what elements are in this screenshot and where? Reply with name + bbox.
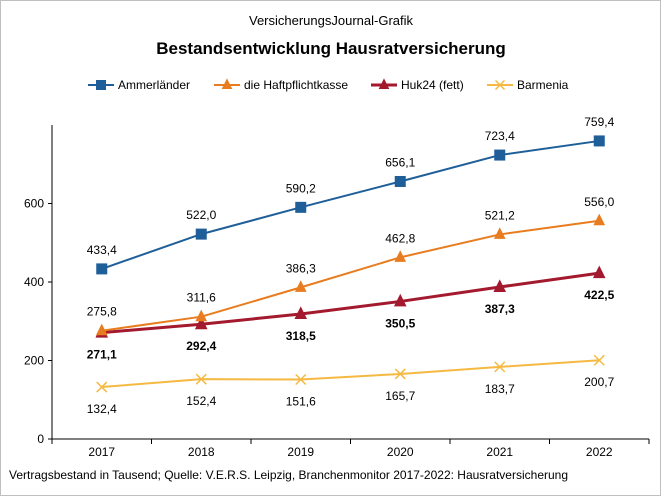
data-point	[593, 213, 606, 226]
data-label: 350,5	[385, 316, 415, 330]
data-label: 132,4	[87, 402, 117, 416]
data-label: 318,5	[286, 329, 316, 343]
series-die-haftpflichtkasse	[95, 213, 606, 336]
data-label: 422,5	[584, 288, 614, 302]
data-point	[592, 265, 606, 279]
legend-marker	[378, 78, 390, 89]
data-label: 556,0	[584, 195, 614, 209]
legend-item: die Haftpflichtkasse	[214, 78, 348, 92]
data-point	[394, 368, 406, 380]
data-label: 152,4	[186, 394, 216, 408]
y-tick-label: 200	[24, 354, 44, 368]
axes: 0 200 400 600 2017 2018 2019 2020 2021 2022	[24, 125, 650, 459]
data-point	[493, 227, 506, 239]
data-label: 275,8	[87, 305, 117, 319]
data-label: 522,0	[186, 208, 216, 222]
data-point	[493, 279, 507, 292]
data-label: 271,1	[87, 348, 117, 362]
legend-marker	[221, 78, 233, 89]
x-tick-label: 2017	[88, 445, 115, 459]
legend-label: Ammerländer	[118, 78, 190, 92]
legend-item: Barmenia	[487, 78, 569, 92]
data-label: 292,4	[186, 339, 216, 353]
marker-stroke	[295, 373, 307, 386]
legend: Ammerländer die Haftpflichtkasse Huk24 (fe…	[88, 78, 569, 92]
x-tick-label: 2022	[586, 445, 613, 459]
series-line	[101, 359, 600, 389]
data-label: 200,7	[584, 375, 614, 389]
chart-supertitle: VersicherungsJournal-Grafik	[249, 13, 414, 28]
data-label: 656,1	[385, 155, 415, 169]
data-point	[494, 361, 506, 373]
data-point	[195, 373, 207, 385]
y-tick-label: 400	[24, 275, 44, 289]
data-point	[295, 373, 307, 386]
series-ammerländer	[96, 135, 605, 275]
x-tick-label: 2020	[387, 445, 414, 459]
legend-label: die Haftpflichtkasse	[244, 78, 348, 92]
marker-stroke	[96, 381, 108, 393]
series-huk24-fett	[95, 265, 606, 338]
data-point	[194, 316, 208, 330]
data-point	[394, 175, 406, 187]
x-tick-label: 2019	[287, 445, 314, 459]
data-point	[593, 135, 605, 147]
data-label: 165,7	[385, 389, 415, 403]
marker-stroke	[195, 373, 207, 385]
marker-stroke	[494, 79, 506, 91]
data-label: 387,3	[485, 302, 515, 316]
y-tick-label: 0	[37, 432, 44, 446]
data-point	[295, 201, 307, 213]
data-label: 151,6	[286, 394, 316, 408]
x-tick-label: 2018	[188, 445, 215, 459]
series-line	[101, 139, 600, 270]
data-point	[95, 323, 108, 336]
data-point	[195, 309, 208, 322]
data-label: 462,8	[385, 231, 415, 245]
data-point	[294, 280, 307, 292]
legend-marker	[96, 80, 106, 90]
series-line	[101, 219, 600, 332]
series-barmenia	[96, 354, 605, 393]
data-point	[195, 228, 207, 240]
data-point	[96, 381, 108, 393]
data-label: 311,6	[187, 291, 216, 305]
data-labels: 132,4 152,4 151,6 165,7 183,7 200,7 271,1 292,4…	[87, 115, 615, 416]
data-label: 433,4	[87, 243, 117, 257]
legend-marker	[494, 79, 506, 91]
data-label: 386,3	[286, 261, 316, 275]
legend-label: Huk24 (fett)	[401, 78, 464, 92]
series-layer	[95, 135, 606, 393]
legend-item: Ammerländer	[88, 78, 190, 92]
data-point	[593, 354, 605, 366]
chart-title: Bestandsentwicklung Hausratversicherung	[156, 39, 506, 58]
data-label: 590,2	[286, 181, 316, 195]
data-label: 723,4	[485, 129, 515, 143]
legend-item: Huk24 (fett)	[371, 78, 464, 92]
data-point	[394, 250, 407, 262]
marker-stroke	[394, 368, 406, 380]
marker-stroke	[494, 361, 506, 373]
data-point	[294, 306, 308, 319]
data-label: 183,7	[485, 382, 515, 396]
data-point	[393, 293, 407, 307]
data-label: 759,4	[584, 115, 614, 129]
data-label: 521,2	[485, 208, 515, 222]
source-note: Vertragsbestand in Tausend; Quelle: V.E.…	[9, 468, 568, 482]
legend-label: Barmenia	[517, 78, 569, 92]
data-point	[494, 149, 506, 161]
series-line	[101, 271, 600, 335]
data-point	[96, 263, 108, 275]
y-tick-label: 600	[24, 197, 44, 211]
x-tick-label: 2021	[486, 445, 513, 459]
marker-stroke	[593, 354, 605, 366]
